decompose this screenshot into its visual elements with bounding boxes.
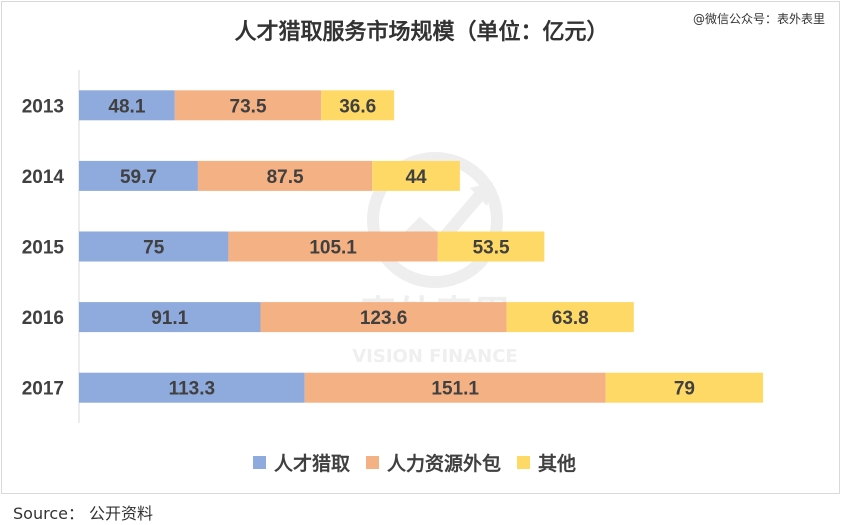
data-label: 123.6 xyxy=(360,308,408,329)
legend-swatch xyxy=(366,456,380,469)
category-label: 2013 xyxy=(22,96,64,117)
bar-segment xyxy=(79,302,261,333)
category-label: 2015 xyxy=(22,238,65,259)
data-label: 91.1 xyxy=(151,308,188,329)
stacked-bar-chart: 2013 48.1 73.5 36.6 2014 59.7 87.5 44 2015 75 105.… xyxy=(22,70,764,475)
source-note: Source： 公开资料 xyxy=(13,504,154,523)
bar-segment xyxy=(437,231,545,262)
bar-segment xyxy=(79,231,229,262)
bar-segment xyxy=(174,90,322,121)
category-label: 2017 xyxy=(22,379,64,400)
category-label: 2014 xyxy=(22,167,65,188)
bar-segment xyxy=(79,160,198,191)
bar-segment xyxy=(79,372,305,403)
bar-segment xyxy=(506,302,634,333)
data-label: 59.7 xyxy=(120,167,157,188)
data-label: 105.1 xyxy=(309,238,357,259)
data-label: 53.5 xyxy=(473,238,510,259)
legend-label: 人力资源外包 xyxy=(387,452,501,475)
bar-segment xyxy=(321,90,395,121)
data-label: 79 xyxy=(674,379,695,400)
bar-segment xyxy=(197,160,373,191)
legend-label: 其他 xyxy=(538,452,576,475)
legend-swatch xyxy=(517,456,531,469)
bar-segment xyxy=(260,302,507,333)
bar-segment xyxy=(605,372,764,403)
chart-title: 人才猎取服务市场规模（单位：亿元） xyxy=(234,20,609,45)
data-label: 113.3 xyxy=(169,379,216,400)
data-label: 73.5 xyxy=(230,96,267,117)
data-label: 44 xyxy=(405,167,427,188)
data-label: 48.1 xyxy=(108,96,145,117)
bar-segment xyxy=(372,160,460,191)
data-label: 75 xyxy=(143,238,165,259)
bar-segment xyxy=(79,90,175,121)
data-label: 151.1 xyxy=(431,379,479,400)
bar-segment xyxy=(304,372,606,403)
legend-swatch xyxy=(253,456,266,469)
data-label: 63.8 xyxy=(552,308,589,329)
data-label: 87.5 xyxy=(267,167,304,188)
category-label: 2016 xyxy=(22,308,64,329)
bar-segment xyxy=(228,231,438,262)
data-label: 36.6 xyxy=(339,96,376,117)
legend-label: 人才猎取 xyxy=(274,452,350,475)
watermark-credit: @微信公众号：表外表里 xyxy=(692,12,825,26)
